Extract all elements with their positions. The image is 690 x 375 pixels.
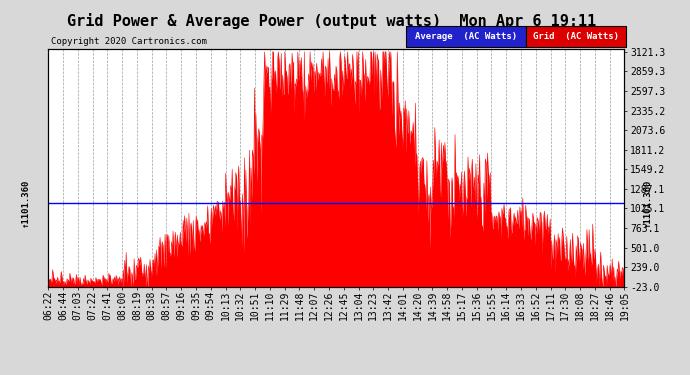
Text: Average  (AC Watts): Average (AC Watts) xyxy=(415,32,517,41)
Text: Grid Power & Average Power (output watts)  Mon Apr 6 19:11: Grid Power & Average Power (output watts… xyxy=(66,13,596,29)
Text: ↑1101.360: ↑1101.360 xyxy=(643,178,652,227)
Text: ↑1101.360: ↑1101.360 xyxy=(21,178,30,227)
Text: Copyright 2020 Cartronics.com: Copyright 2020 Cartronics.com xyxy=(51,38,207,46)
Text: Grid  (AC Watts): Grid (AC Watts) xyxy=(533,32,620,41)
